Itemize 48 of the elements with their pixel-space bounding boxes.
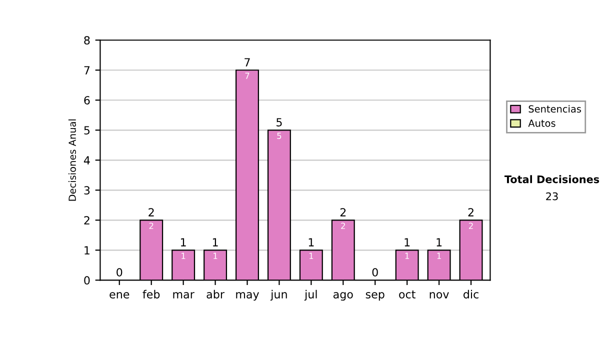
total-label: 1: [308, 238, 314, 246]
total-label: 0: [116, 268, 122, 277]
y-tick-label: 4: [84, 156, 90, 164]
data-label: 1: [182, 252, 186, 259]
data-label: 1: [405, 252, 409, 259]
x-tick-label: jul: [304, 290, 317, 301]
text: 23: [546, 192, 558, 200]
x-tick-label: sep: [366, 292, 384, 301]
y-tick-label: 8: [84, 36, 90, 44]
data-label: 2: [149, 222, 154, 229]
text: Total Decisiones: [504, 175, 600, 184]
total-label: 1: [181, 238, 186, 246]
y-tick-label: 2: [84, 216, 90, 224]
x-tick-label: feb: [142, 290, 160, 298]
total-label: 1: [436, 238, 442, 246]
data-label: 1: [437, 252, 441, 259]
total-label: 1: [212, 238, 218, 246]
x-tick-label: dic: [464, 290, 478, 298]
total-label: 2: [148, 208, 154, 216]
y-tick-label: 3: [84, 186, 90, 195]
legend-label: Sentencias: [528, 105, 582, 113]
data-label: 1: [309, 252, 314, 259]
x-tick-label: ene: [110, 292, 130, 298]
data-label: 1: [214, 252, 218, 259]
data-label: 7: [245, 72, 250, 79]
total-label: 2: [340, 208, 346, 216]
x-tick-label: oct: [399, 290, 416, 298]
total-label: 0: [372, 268, 378, 277]
y-tick-label: 6: [84, 96, 90, 105]
y-tick-label: 1: [84, 246, 90, 254]
total-label: 7: [244, 58, 250, 66]
x-tick-label: jun: [270, 290, 287, 301]
total-label: 2: [468, 208, 474, 216]
x-tick-label: ago: [333, 292, 353, 301]
y-tick-label: 0: [84, 276, 90, 285]
total-label: 1: [404, 238, 410, 246]
x-tick-label: may: [236, 292, 260, 301]
y-tick-label: 7: [84, 66, 90, 74]
x-tick-label: nov: [430, 292, 449, 298]
total-label: 5: [276, 118, 282, 126]
x-tick-label: abr: [206, 290, 224, 298]
x-tick-label: mar: [173, 292, 194, 298]
data-label: 2: [468, 222, 473, 229]
y-axis-title: Decisiones Anual: [68, 119, 76, 201]
legend-label: Autos: [528, 120, 556, 127]
y-tick-label: 5: [84, 126, 90, 135]
data-label: 5: [277, 132, 282, 139]
data-label: 2: [341, 222, 345, 229]
